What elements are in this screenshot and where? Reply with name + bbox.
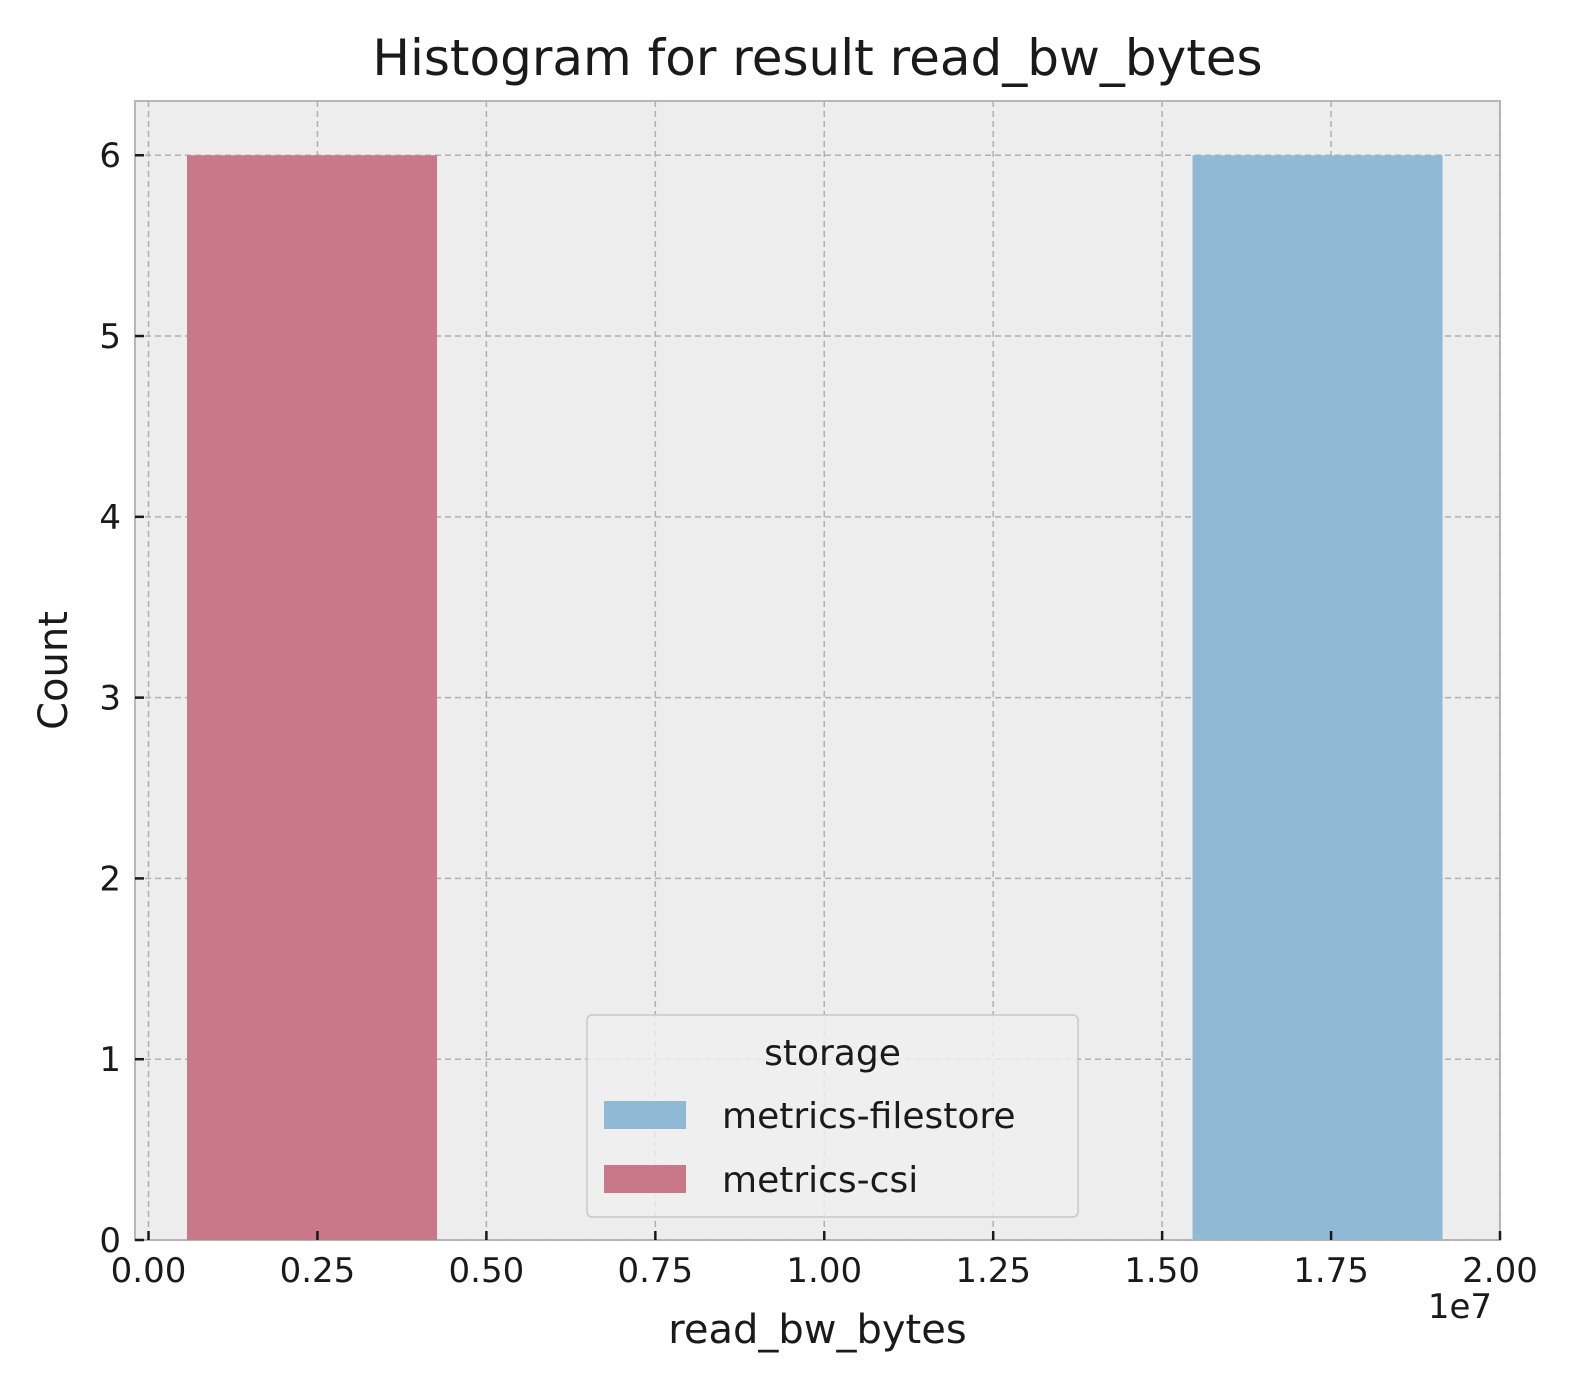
x-tick-label-4: 1.00 xyxy=(786,1251,862,1291)
bar-metrics-filestore-0 xyxy=(1192,155,1443,1241)
bars xyxy=(187,155,1443,1241)
legend: storage metrics-filestore metrics-csi xyxy=(586,1014,1079,1218)
legend-label-metrics-csi: metrics-csi xyxy=(722,1160,918,1201)
y-tick-label-6: 6 xyxy=(99,136,121,176)
y-tick-label-5: 5 xyxy=(99,317,121,357)
y-tick-label-0: 0 xyxy=(99,1221,121,1261)
x-tick-label-3: 0.75 xyxy=(617,1251,693,1291)
x-tick-label-0: 0.00 xyxy=(111,1251,187,1291)
y-tick-label-4: 4 xyxy=(99,498,121,538)
legend-title: storage xyxy=(764,1033,901,1074)
legend-label-metrics-filestore: metrics-filestore xyxy=(722,1096,1016,1137)
x-axis-label: read_bw_bytes xyxy=(668,1307,966,1353)
chart-title: Histogram for result read_bw_bytes xyxy=(372,29,1262,87)
x-tick-label-8: 2.00 xyxy=(1462,1251,1538,1291)
x-tick-label-5: 1.25 xyxy=(955,1251,1031,1291)
legend-swatch-metrics-filestore xyxy=(604,1101,686,1129)
x-axis-offset-label: 1e7 xyxy=(1428,1287,1492,1327)
bar-metrics-csi-0 xyxy=(187,155,438,1241)
x-tick-label-6: 1.50 xyxy=(1124,1251,1200,1291)
y-tick-label-2: 2 xyxy=(99,859,121,899)
x-axis: 0.00 0.25 0.50 0.75 1.00 1.25 1.50 1.75 2.00 xyxy=(111,1231,1538,1291)
legend-swatch-metrics-csi xyxy=(604,1165,686,1193)
y-axis-label: Count xyxy=(31,611,77,730)
y-tick-label-1: 1 xyxy=(99,1040,121,1080)
x-tick-label-2: 0.50 xyxy=(449,1251,525,1291)
y-axis: 0 1 2 3 4 5 6 xyxy=(99,136,144,1261)
legend-frame xyxy=(586,1014,1079,1218)
x-tick-label-1: 0.25 xyxy=(280,1251,356,1291)
x-tick-label-7: 1.75 xyxy=(1293,1251,1369,1291)
y-tick-label-3: 3 xyxy=(99,679,121,719)
